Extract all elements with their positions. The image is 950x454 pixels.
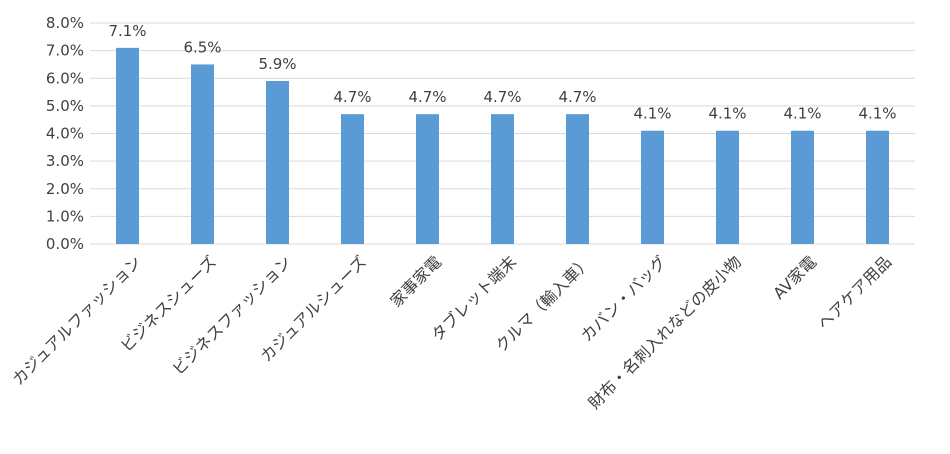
category-label: 家事家電 — [386, 252, 445, 311]
y-tick-label: 2.0% — [46, 180, 84, 198]
data-label: 4.7% — [483, 88, 521, 106]
y-axis-ticks: 0.0% 1.0% 2.0% 3.0% 4.0% 5.0% 6.0% 7.0% 8.0% — [46, 14, 84, 253]
y-tick-label: 0.0% — [46, 235, 84, 253]
data-label: 4.1% — [708, 105, 746, 123]
bar — [566, 114, 589, 244]
category-label: カジュアルファッション — [8, 252, 145, 389]
bar — [866, 130, 889, 244]
data-label: 4.7% — [333, 88, 371, 106]
category-label: 財布・名刺入れなどの皮小物 — [585, 252, 746, 413]
data-label: 4.1% — [783, 105, 821, 123]
data-label: 5.9% — [258, 55, 296, 73]
data-label: 4.1% — [633, 105, 671, 123]
y-tick-label: 1.0% — [46, 207, 84, 225]
bars — [116, 47, 889, 244]
data-label: 4.7% — [408, 88, 446, 106]
data-label: 6.5% — [183, 38, 221, 56]
bar — [491, 114, 514, 244]
bar — [116, 47, 139, 244]
bar — [416, 114, 439, 244]
data-label: 4.1% — [858, 105, 896, 123]
category-label: ヘアケア用品 — [814, 252, 895, 333]
y-tick-label: 8.0% — [46, 14, 84, 32]
y-tick-label: 3.0% — [46, 152, 84, 170]
y-tick-label: 5.0% — [46, 97, 84, 115]
y-tick-label: 6.0% — [46, 69, 84, 87]
bar — [716, 130, 739, 244]
data-label: 7.1% — [108, 22, 146, 40]
bar — [641, 130, 664, 244]
category-label: AV家電 — [769, 252, 820, 303]
y-tick-label: 4.0% — [46, 125, 84, 143]
bar — [266, 81, 289, 244]
data-label: 4.7% — [558, 88, 596, 106]
bar — [191, 64, 214, 244]
bar — [341, 114, 364, 244]
data-labels: 7.1% 6.5% 5.9% 4.7% 4.7% 4.7% 4.7% 4.1% 4.1% 4.1%… — [108, 22, 896, 123]
y-tick-label: 7.0% — [46, 42, 84, 60]
bar — [791, 130, 814, 244]
